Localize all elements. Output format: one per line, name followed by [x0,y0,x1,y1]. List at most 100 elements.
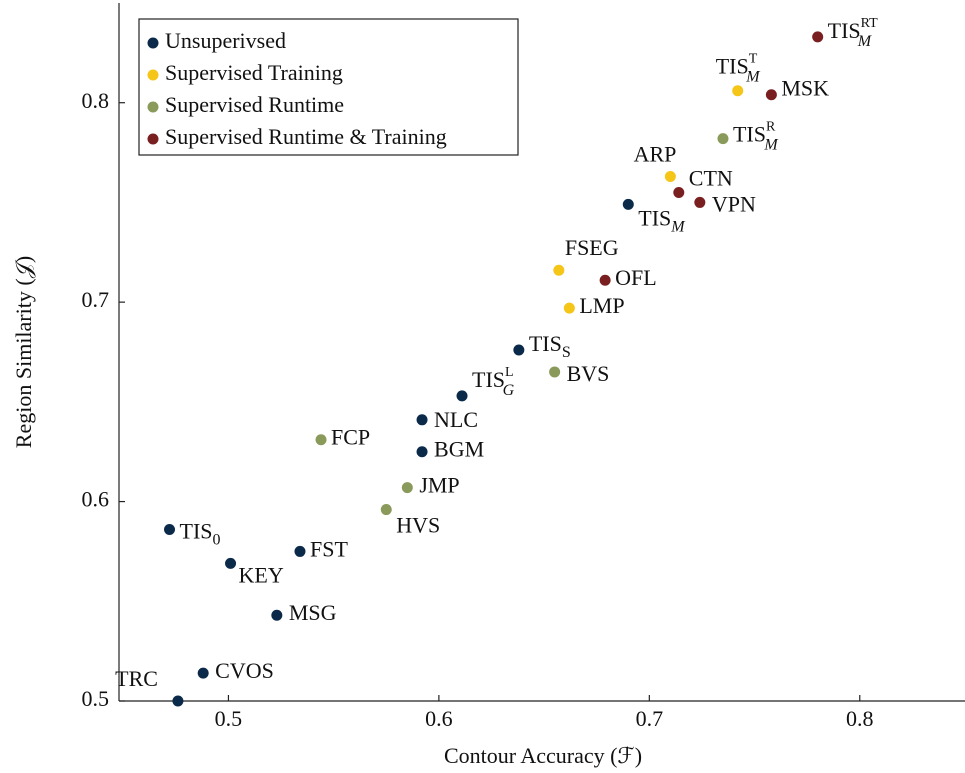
label-base: HVS [396,513,440,538]
point [599,274,611,286]
label-sub: 0 [213,531,221,548]
point [401,482,413,494]
legend-marker [147,101,159,113]
point [164,523,176,535]
label-sup: L [505,365,514,380]
y-tick-label: 0.5 [82,686,110,711]
point-label: CVOS [215,658,274,683]
legend-marker [147,133,159,145]
point-label: TISM [638,205,686,235]
label-base: TIS [716,54,749,79]
label-base: BGM [434,437,484,462]
label-sup: T [749,52,758,67]
point [197,667,209,679]
label-base: MSK [781,76,829,101]
label-base: FSEG [565,235,619,260]
point-label: TIST M [716,52,762,85]
point-label: BGM [434,437,484,462]
point [225,557,237,569]
label-sub: M [670,218,686,235]
label-base: KEY [239,562,284,587]
y-tick-label: 0.6 [82,487,110,512]
x-tick-label: 0.8 [846,706,874,731]
label-base: TIS [828,18,861,43]
x-tick-label: 0.7 [636,706,664,731]
legend-label: Unsuperivsed [165,28,286,53]
label-base: LMP [579,293,624,318]
label-base: ARP [634,142,677,167]
point [694,196,706,208]
label-sub: M [745,68,761,85]
point [717,133,729,145]
legend-box [138,18,519,156]
x-tick-label: 0.5 [215,706,243,731]
label-sub: M [857,33,873,50]
point-label: TRC [115,666,158,691]
point [380,504,392,516]
point-label: NLC [434,407,478,432]
y-tick-label: 0.8 [82,88,110,113]
legend-label: Supervised Runtime & Training [165,124,447,149]
label-base: TIS [180,519,213,544]
point [553,264,565,276]
point [765,89,777,101]
label-base: NLC [434,407,478,432]
point [456,390,468,402]
point [172,695,184,707]
label-base: VPN [712,191,756,216]
legend-label: Supervised Training [165,60,343,85]
point [812,31,824,43]
label-base: FST [310,536,348,561]
point-label: JMP [419,473,459,498]
point [315,434,327,446]
legend-marker [147,37,159,49]
label-base: MSG [289,600,337,625]
x-tick-label: 0.6 [425,706,453,731]
point [513,344,525,356]
point-label: ARP [634,142,677,167]
label-sub: G [503,382,515,399]
label-base: BVS [567,361,610,386]
label-base: TIS [529,331,562,356]
legend-marker [147,69,159,81]
point [271,609,283,621]
point-label: VPN [712,191,756,216]
point [622,198,634,210]
label-base: CVOS [215,658,274,683]
label-sub: S [562,344,571,361]
label-base: CTN [689,166,733,191]
point-label: TISS [529,331,571,361]
point-label: CTN [689,166,733,191]
point [416,414,428,426]
point [294,545,306,557]
label-base: TIS [472,367,505,392]
point-label: TISR M [733,120,779,153]
point [563,302,575,314]
point-label: TISRT M [828,16,878,49]
point [732,85,744,97]
label-base: TRC [115,666,158,691]
point [549,366,561,378]
point-label: BVS [567,361,610,386]
label-sup: R [766,120,776,135]
label-base: TIS [638,205,671,230]
label-sup: RT [861,16,878,31]
legend-label: Supervised Runtime [165,92,344,117]
point [673,186,685,198]
x-axis-label: Contour Accuracy (ℱ) [444,743,642,768]
point-label: FST [310,536,348,561]
point-label: MSG [289,600,337,625]
point-label: TISL G [472,365,515,398]
point [664,171,676,183]
y-axis-label: Region Similarity (𝒥) [11,256,36,448]
label-base: OFL [615,265,657,290]
point-label: FCP [331,425,370,450]
label-base: TIS [733,122,766,147]
point-label: OFL [615,265,657,290]
point-label: HVS [396,513,440,538]
point-label: TIS0 [180,519,221,549]
point-label: FSEG [565,235,619,260]
point-label: MSK [781,76,829,101]
y-tick-label: 0.7 [82,287,110,312]
